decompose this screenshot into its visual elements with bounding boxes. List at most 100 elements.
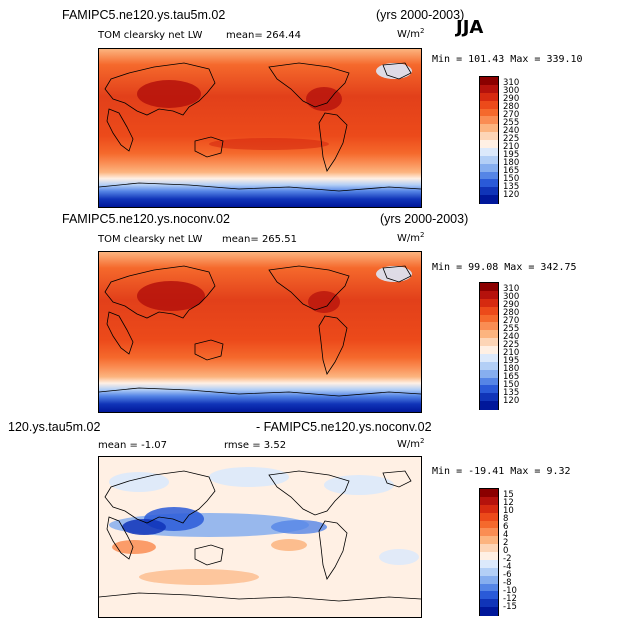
panel3-units-base: W/m xyxy=(397,439,420,450)
panel1-coastlines xyxy=(99,62,421,192)
colorbar-segment xyxy=(480,607,498,616)
colorbar-segment xyxy=(480,298,498,308)
colorbar-segment xyxy=(480,528,498,537)
panel2-units-base: W/m xyxy=(397,233,420,244)
panel1-map xyxy=(98,48,422,208)
colorbar-tick-label: -15 xyxy=(503,602,517,612)
panel1-minmax: Min = 101.43 Max = 339.10 xyxy=(432,54,583,65)
colorbar-tick-label: 120 xyxy=(503,396,520,406)
panel1-cool-greenland xyxy=(376,63,412,79)
colorbar-tick-label: 255 xyxy=(503,118,520,128)
colorbar-segment xyxy=(480,124,498,133)
colorbar-segment xyxy=(480,504,498,514)
panel2-hotspot-asia xyxy=(137,281,205,311)
panel2-units: W/m2 xyxy=(397,231,424,244)
colorbar-tick-label: 225 xyxy=(503,340,520,350)
panel1-max-label: Max = xyxy=(510,54,541,65)
panel1-case-title: FAMIPC5.ne120.ys.tau5m.02 xyxy=(62,8,226,22)
colorbar-segment xyxy=(480,147,498,157)
colorbar-segment xyxy=(480,559,498,569)
colorbar-tick-label: -4 xyxy=(503,562,512,572)
panel3-minmax: Min = -19.41 Max = 9.32 xyxy=(432,466,571,477)
colorbar-tick-label: -2 xyxy=(503,554,512,564)
colorbar-tick-label: 150 xyxy=(503,380,520,390)
colorbar-segment xyxy=(480,283,498,292)
colorbar-segment xyxy=(480,583,498,592)
colorbar-segment xyxy=(480,496,498,506)
panel2-mean-label: mean= xyxy=(222,234,259,245)
panel1-units-base: W/m xyxy=(397,29,420,40)
panel2-colorbar xyxy=(479,282,499,410)
colorbar-segment xyxy=(480,100,498,109)
panel1-mean: mean= 264.44 xyxy=(226,30,301,41)
colorbar-tick-label: 210 xyxy=(503,348,520,358)
colorbar-tick-label: 8 xyxy=(503,514,509,524)
colorbar-tick-label: 255 xyxy=(503,324,520,334)
panel3-blob-4 xyxy=(379,549,419,565)
panel2-min-label: Min = xyxy=(432,262,463,273)
panel1-hotspot-asia xyxy=(137,80,201,108)
panel1-variable: TOM clearsky net LW xyxy=(98,30,203,41)
panel2-map-svg xyxy=(99,252,421,412)
colorbar-segment xyxy=(480,346,498,355)
colorbar-tick-label: 240 xyxy=(503,332,520,342)
colorbar-segment xyxy=(480,179,498,188)
colorbar-tick-label: -8 xyxy=(503,578,512,588)
colorbar-segment xyxy=(480,369,498,378)
colorbar-segment xyxy=(480,116,498,125)
panel3-map xyxy=(98,456,422,618)
panel2-hotspot-mexico xyxy=(308,291,340,313)
colorbar-tick-label: 150 xyxy=(503,174,520,184)
panel3-mean-value: -1.07 xyxy=(141,440,167,451)
panel3-rmse-label: rmse = xyxy=(224,440,261,451)
colorbar-segment xyxy=(480,489,498,498)
colorbar-tick-label: 270 xyxy=(503,316,520,326)
panel3-units: W/m2 xyxy=(397,437,424,450)
colorbar-segment xyxy=(480,163,498,172)
panel3-blob-warm2 xyxy=(271,539,307,551)
colorbar-tick-label: 280 xyxy=(503,308,520,318)
colorbar-tick-label: 135 xyxy=(503,182,520,192)
colorbar-tick-label: 290 xyxy=(503,300,520,310)
panel2-mean: mean= 265.51 xyxy=(222,234,297,245)
panel3-coastlines xyxy=(99,470,421,602)
panel2-map xyxy=(98,251,422,413)
colorbar-tick-label: 6 xyxy=(503,522,509,532)
colorbar-tick-label: 4 xyxy=(503,530,509,540)
colorbar-tick-label: 240 xyxy=(503,126,520,136)
panel1-units-exp: 2 xyxy=(420,27,425,35)
panel2-coastlines xyxy=(99,265,421,397)
panel3-min-value: -19.41 xyxy=(468,466,505,477)
colorbar-tick-label: 120 xyxy=(503,190,520,200)
panel3-max-label: Max = xyxy=(510,466,541,477)
colorbar-segment xyxy=(480,385,498,394)
colorbar-tick-label: 225 xyxy=(503,134,520,144)
panel3-case-left: 120.ys.tau5m.02 xyxy=(8,420,101,434)
colorbar-tick-label: -6 xyxy=(503,570,512,580)
panel2-years: (yrs 2000-2003) xyxy=(380,212,469,226)
colorbar-segment xyxy=(480,512,498,521)
panel1-hotspot-mexico xyxy=(306,87,342,111)
colorbar-tick-label: 310 xyxy=(503,284,520,294)
panel1-colorbar xyxy=(479,76,499,204)
colorbar-segment xyxy=(480,377,498,386)
colorbar-segment xyxy=(480,155,498,165)
panel2-mean-value: 265.51 xyxy=(261,234,297,245)
panel3-blob-2 xyxy=(209,467,289,487)
colorbar-segment xyxy=(480,338,498,347)
colorbar-segment xyxy=(480,187,498,196)
colorbar-segment xyxy=(480,84,498,94)
colorbar-tick-label: 135 xyxy=(503,388,520,398)
panel3-colorbar xyxy=(479,488,499,616)
colorbar-segment xyxy=(480,77,498,86)
colorbar-segment xyxy=(480,575,498,584)
colorbar-tick-label: 2 xyxy=(503,538,509,548)
colorbar-segment xyxy=(480,591,498,600)
panel3-mean: mean = -1.07 xyxy=(98,440,167,451)
panel2-min-value: 99.08 xyxy=(468,262,499,273)
panel3-blob-indian xyxy=(122,519,166,535)
panel1-max-value: 339.10 xyxy=(546,54,583,65)
panel3-map-svg xyxy=(99,457,421,617)
colorbar-segment xyxy=(480,353,498,363)
panel3-blob-warm1 xyxy=(112,540,156,554)
